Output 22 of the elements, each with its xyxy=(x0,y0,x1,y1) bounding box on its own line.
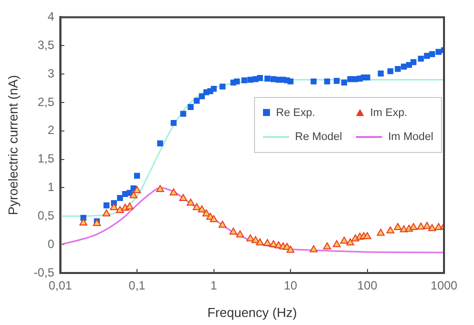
y-tick-label: 1,5 xyxy=(38,152,55,166)
legend-label: Im Exp. xyxy=(370,106,408,119)
y-tick-label: 4 xyxy=(48,10,55,24)
x-tick-label: 100 xyxy=(357,278,378,293)
y-tick-label: 2,5 xyxy=(38,94,55,109)
x-axis-title: Frequency (Hz) xyxy=(207,304,297,320)
legend-label: Re Model xyxy=(295,130,342,143)
y-tick-label: 0,5 xyxy=(38,208,55,222)
x-tick-label: 0,01 xyxy=(48,278,72,293)
y-tick-label: 0 xyxy=(48,236,55,251)
y-tick-label: 3 xyxy=(48,66,55,80)
y-tick-label: -0,5 xyxy=(34,265,55,280)
y-tick-label: 1 xyxy=(48,180,55,194)
x-tick-label: 10 xyxy=(284,278,298,293)
x-tick-label: 1 xyxy=(210,278,218,293)
x-tick-label: 1000 xyxy=(430,278,458,293)
y-tick-label: 3,5 xyxy=(38,38,55,52)
y-axis-title: Pyroelectric current (nA) xyxy=(5,75,20,216)
y-tick-label: 2 xyxy=(48,123,55,138)
x-tick-label: 0,1 xyxy=(128,278,146,293)
legend-label: Re Exp. xyxy=(276,106,316,119)
legend-label: Im Model xyxy=(388,130,434,143)
